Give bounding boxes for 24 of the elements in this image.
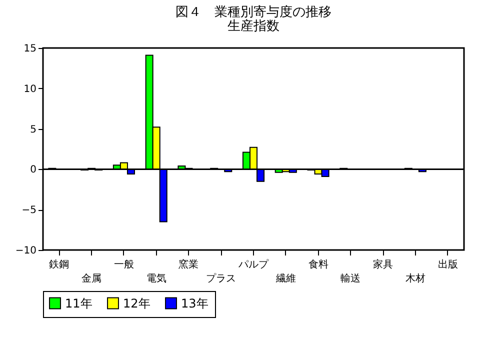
x-tick-label: 窯業	[178, 258, 199, 270]
y-tick-label: −10	[15, 246, 36, 256]
y-tick-label: 10	[24, 84, 36, 95]
legend-label: 12年	[123, 296, 150, 310]
x-tick-label: プラス	[206, 272, 236, 284]
x-tick-label: 家具	[373, 258, 394, 270]
y-tick-label: 15	[24, 44, 36, 54]
x-tick-label: パルプ	[238, 258, 270, 270]
x-tick-label: 食料	[308, 258, 328, 270]
y-tick-label: 5	[30, 124, 36, 136]
x-tick-label: 一般	[114, 260, 134, 270]
x-tick-label: 出版	[438, 258, 458, 270]
x-tick-label: 鉄鋼	[49, 258, 70, 270]
x-tick-label: 金属	[82, 272, 102, 284]
x-tick-label: 輸送	[340, 272, 361, 284]
legend-label: 13年	[181, 296, 208, 310]
y-tick-label: 0	[30, 164, 36, 176]
legend-label: 11年	[65, 296, 92, 310]
x-tick-label: 電気	[146, 274, 166, 284]
y-tick-label: −5	[22, 205, 36, 216]
chart-title: 図４ 業種別寄与度の推移	[176, 4, 332, 20]
x-tick-label: 木材	[405, 272, 426, 284]
chart-subtitle: 生産指数	[228, 18, 280, 34]
x-tick-label: 繊維	[274, 272, 296, 284]
